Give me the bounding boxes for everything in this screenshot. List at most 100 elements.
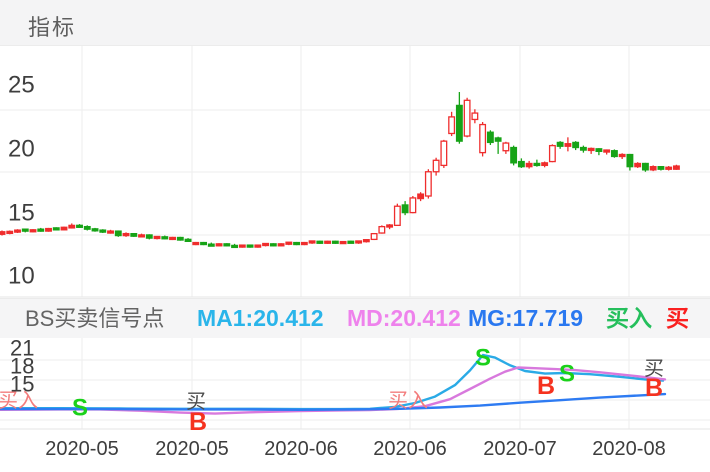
candle-up	[169, 236, 176, 241]
signal-line-mg	[0, 392, 667, 411]
candle-up	[285, 241, 293, 245]
candle-down	[91, 228, 99, 232]
sell-signal-marker: S	[559, 361, 575, 388]
x-axis-label: 2020-08	[592, 438, 666, 460]
buy-signal-marker: B	[537, 372, 555, 400]
candle-up	[370, 233, 378, 241]
candle-down	[176, 236, 184, 241]
candle-down	[610, 150, 618, 158]
candle-up	[649, 166, 657, 171]
x-axis: 2020-05 2020-05 2020-06 2020-06 2020-07 2020-…	[0, 434, 710, 472]
candle-down	[161, 236, 169, 240]
candle-up	[324, 240, 332, 244]
candle-up	[355, 240, 363, 244]
candle-down	[246, 244, 254, 248]
candle-up	[448, 116, 456, 135]
candle-up	[262, 242, 270, 247]
indicator-value-1: MD:20.412	[347, 305, 461, 331]
candle-up	[45, 227, 52, 232]
candle-up	[432, 159, 440, 173]
indicator-header: 指标	[0, 0, 710, 46]
candle-up	[29, 229, 37, 233]
candle-down	[83, 225, 91, 230]
candle-up	[525, 162, 533, 168]
y-axis-label: 20	[8, 136, 35, 163]
y-axis-label: 15	[10, 372, 34, 397]
buy-signal-marker: B	[189, 408, 207, 436]
candle-down	[595, 148, 603, 153]
candle-down	[99, 229, 107, 233]
candle-up	[564, 143, 572, 147]
candle-down	[641, 162, 649, 171]
candle-up	[409, 197, 417, 214]
candle-up	[672, 165, 680, 170]
candle-up	[386, 224, 394, 228]
sell-signal-marker: S	[475, 345, 491, 372]
candle-up	[300, 241, 308, 246]
candle-up	[192, 241, 200, 246]
candle-up	[308, 240, 316, 244]
candle-down	[223, 243, 231, 247]
signal-line-md	[0, 366, 667, 415]
candle-up	[60, 226, 68, 231]
y-axis-label: 18	[10, 354, 34, 379]
candle-up	[378, 225, 386, 234]
candle-down	[455, 104, 463, 142]
y-axis-label: 15	[8, 200, 35, 227]
candle-up	[138, 234, 145, 238]
candle-down	[486, 131, 494, 144]
candle-up	[603, 149, 611, 153]
indicator-name: BS买卖信号点	[25, 306, 165, 331]
candle-up	[665, 166, 673, 170]
candle-down	[184, 238, 192, 243]
candle-up	[238, 244, 246, 248]
x-axis-label: 2020-07	[483, 438, 557, 460]
candle-down	[556, 141, 564, 147]
candle-down	[207, 243, 215, 247]
indicator-value-0: MA1:20.412	[197, 305, 324, 331]
candle-down	[533, 162, 541, 167]
candle-down	[347, 240, 355, 244]
signal-indicator-bar[interactable]: BS买卖信号点 MA1:20.412 MD:20.412 MG:17.719 买入买	[0, 298, 710, 338]
buy-label-pink-marker: 买入	[0, 390, 38, 412]
sell-signal-marker: S	[72, 395, 88, 422]
candle-down	[331, 240, 339, 244]
candle-up	[6, 230, 14, 235]
candle-down	[579, 146, 587, 151]
candle-down	[517, 160, 525, 168]
candle-up	[424, 171, 432, 197]
candle-down	[231, 244, 239, 249]
candle-down	[76, 224, 83, 228]
candle-down	[510, 146, 518, 164]
candle-down	[37, 228, 45, 232]
candle-up	[618, 153, 626, 158]
candle-up	[393, 205, 401, 227]
candle-down	[657, 166, 665, 170]
candle-up	[587, 147, 595, 152]
candle-down	[269, 243, 277, 247]
candle-down	[130, 233, 138, 237]
x-axis-label: 2020-06	[264, 438, 338, 460]
candle-up	[277, 243, 285, 247]
y-axis-label: 25	[8, 72, 35, 99]
candle-up	[541, 162, 549, 167]
buy-signal-marker: B	[645, 374, 663, 402]
candle-down	[626, 153, 634, 168]
candle-up	[107, 230, 114, 234]
indicator-value-4: 买	[666, 305, 689, 331]
x-axis-label: 2020-05	[45, 438, 119, 460]
x-axis-label: 2020-06	[373, 438, 447, 460]
buy-label-pink-marker: 买入	[388, 390, 428, 412]
candle-up	[463, 99, 471, 137]
candle-down	[200, 241, 208, 246]
candle-up	[471, 112, 479, 121]
candle-down	[316, 240, 324, 244]
candle-up	[362, 239, 370, 243]
candle-up	[122, 232, 130, 237]
candle-down	[494, 137, 502, 142]
candle-up	[502, 142, 510, 152]
candle-up	[215, 243, 223, 247]
candle-up	[68, 224, 76, 229]
candle-up	[339, 240, 347, 245]
